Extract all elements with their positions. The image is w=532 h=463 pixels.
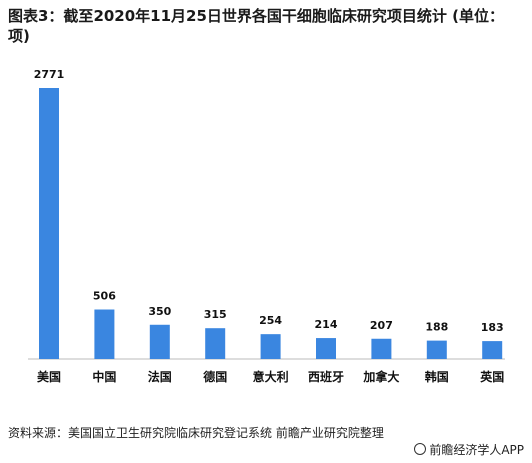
- brand-logo-icon: [414, 443, 427, 455]
- category-label-法国: 法国: [148, 369, 172, 384]
- bar-韩国: [426, 340, 447, 359]
- value-label-德国: 315: [204, 308, 227, 321]
- category-label-中国: 中国: [92, 369, 116, 384]
- category-label-加拿大: 加拿大: [362, 369, 399, 384]
- category-label-韩国: 韩国: [425, 369, 449, 384]
- value-label-加拿大: 207: [370, 319, 393, 332]
- category-label-意大利: 意大利: [253, 369, 289, 384]
- bar-英国: [482, 341, 503, 359]
- value-label-英国: 183: [481, 321, 504, 334]
- bar-西班牙: [316, 338, 336, 359]
- bar-加拿大: [371, 338, 392, 359]
- brand-footer: 前瞻经济学人APP: [414, 441, 524, 458]
- value-label-韩国: 188: [425, 321, 448, 334]
- bar-中国: [94, 309, 115, 359]
- source-note: 资料来源：美国国立卫生研究院临床研究登记系统 前瞻产业研究院整理: [8, 426, 384, 440]
- category-label-英国: 英国: [480, 369, 504, 384]
- brand-label: 前瞻经济学人APP: [429, 443, 524, 457]
- category-label-美国: 美国: [37, 369, 61, 384]
- bar-美国: [39, 88, 59, 359]
- value-label-美国: 2771: [34, 68, 65, 81]
- category-label-德国: 德国: [203, 369, 227, 384]
- chart-title: 图表3：截至2020年11月25日世界各国干细胞临床研究项目统计 (单位：项): [8, 7, 505, 45]
- category-label-西班牙: 西班牙: [308, 369, 344, 384]
- value-label-意大利: 254: [259, 314, 282, 327]
- value-label-中国: 506: [93, 290, 116, 303]
- bar-德国: [205, 328, 226, 359]
- value-label-西班牙: 214: [315, 318, 338, 331]
- bar-意大利: [260, 334, 281, 359]
- bar-法国: [149, 324, 170, 359]
- value-label-法国: 350: [148, 305, 171, 318]
